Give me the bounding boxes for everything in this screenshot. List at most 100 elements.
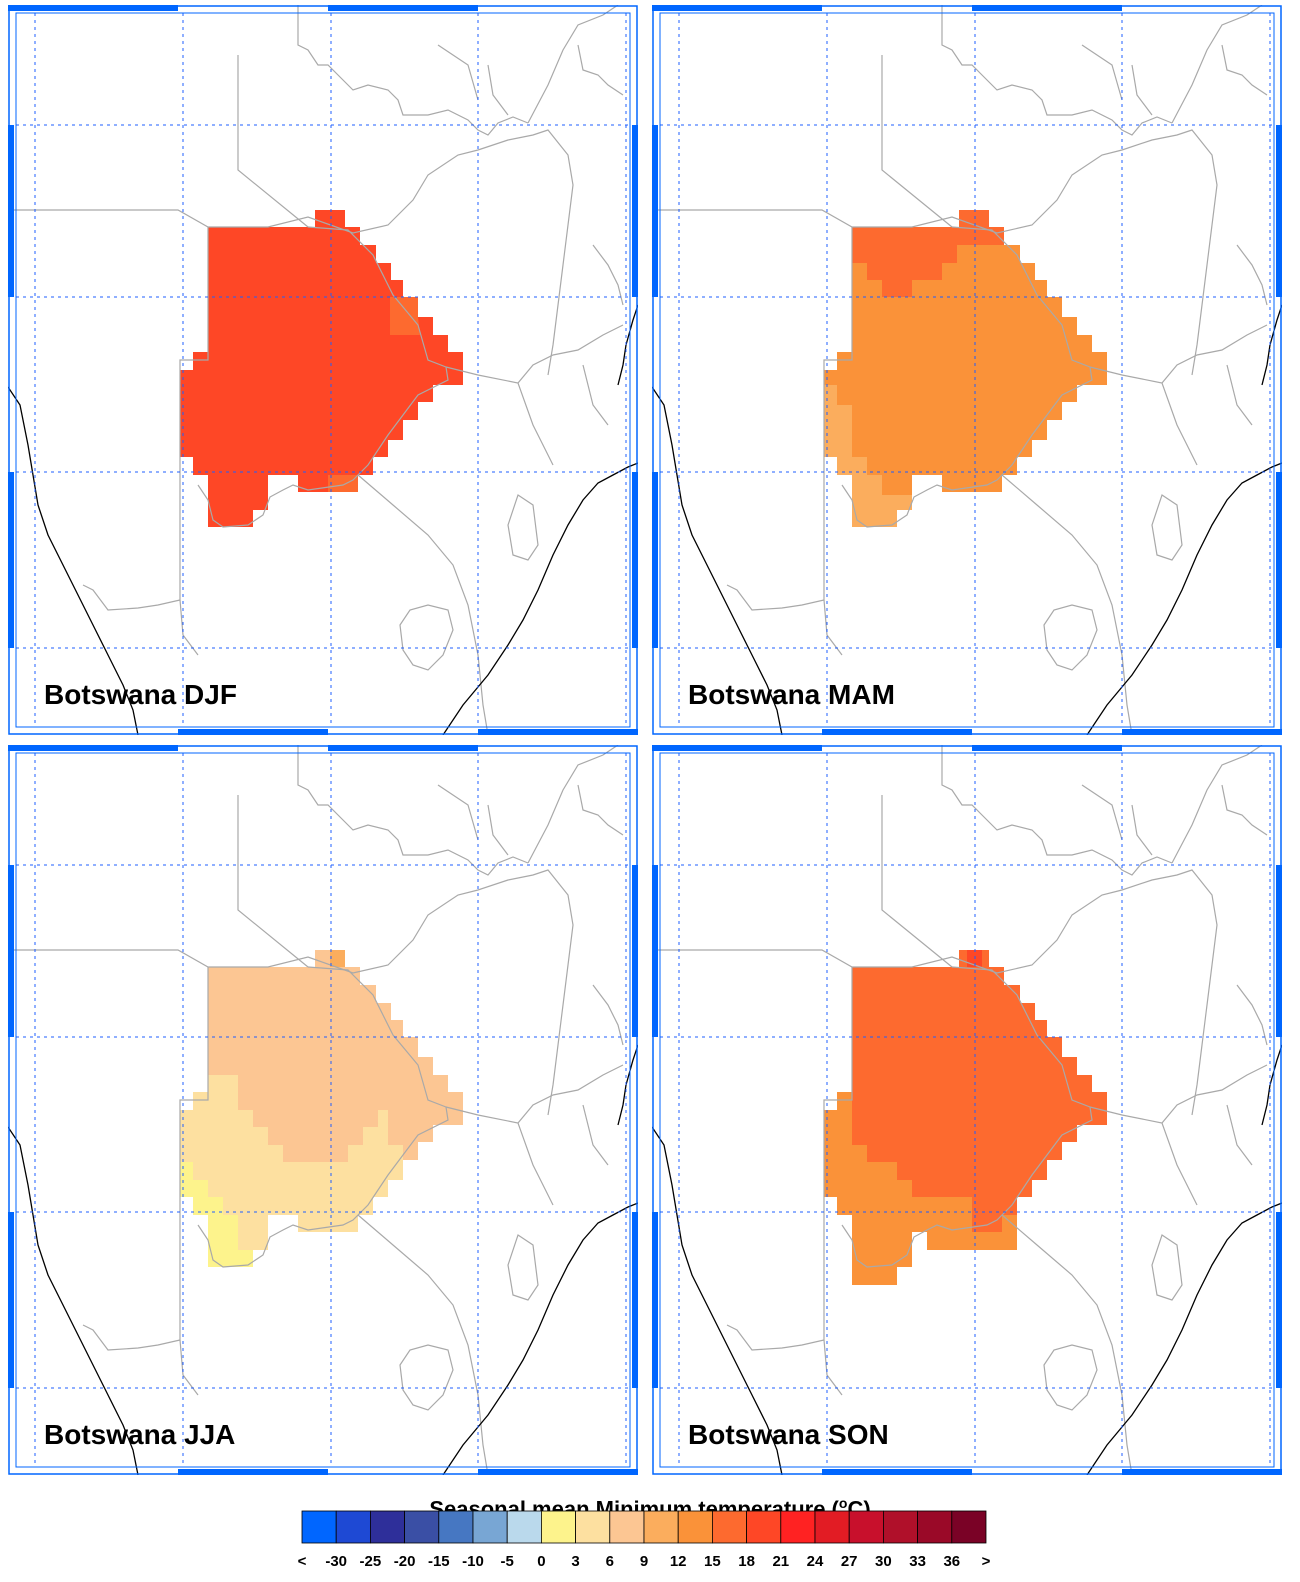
frame-band-bottom [478,729,638,735]
country-border [582,1104,609,1166]
frame-band-top [972,745,1122,751]
legend-tick-label: > [982,1553,991,1570]
country-border [1221,784,1268,836]
legend-tick-label: 21 [772,1553,789,1570]
country-border [1043,604,1098,671]
map-svg [8,5,638,735]
country-border [1151,1234,1183,1301]
frame-band-left [8,125,14,297]
country-border [399,1344,454,1411]
coastline [442,1202,638,1475]
coastline [617,304,638,386]
panel-label: Botswana DJF [44,679,237,710]
temperature-region-north-strip [852,210,1004,297]
country-border [1161,324,1268,384]
frame-band-left [8,865,14,1037]
country-border [652,869,1218,1116]
frame-band-top [328,745,478,751]
country-border [487,804,509,856]
map-panel-djf: Botswana DJF [8,5,654,747]
map-svg [8,745,638,1475]
country-border [445,1106,554,1206]
country-border [1161,1064,1268,1124]
frame-band-right [632,865,638,1037]
country-border [399,604,454,671]
panel-frame-inner [15,752,631,1468]
temperature-region-north-spot [330,950,345,967]
country-border [941,5,1173,136]
legend-tick-label: 30 [875,1553,892,1570]
frame-band-top [652,5,822,11]
country-border [527,5,619,124]
coastline [8,1126,139,1475]
coastline [652,386,783,735]
country-border [1081,784,1123,841]
country-border [881,795,953,968]
frame-band-right [1276,472,1282,648]
country-border [577,784,624,836]
country-border [1043,1344,1098,1411]
panel-label: Botswana JJA [44,1419,236,1450]
country-border [1131,804,1153,856]
country-border [237,795,309,968]
legend-title-unit: C) [847,1496,871,1522]
country-border [1226,364,1253,426]
panel-label: Botswana MAM [688,679,895,710]
legend-tick-label: -25 [360,1553,382,1570]
map-panel-mam: Botswana MAM [652,5,1298,747]
country-border [517,1064,624,1124]
frame-band-left [652,1212,658,1388]
country-border [437,784,479,841]
legend-tick-label: -30 [325,1553,347,1570]
country-border [357,474,489,735]
country-border [1151,494,1183,561]
legend-title: Seasonal mean Minimum temperature (oC) [0,1495,1300,1522]
legend-tick-label: 6 [606,1553,614,1570]
panel-frame-inner [659,752,1275,1468]
country-border [1171,5,1263,124]
frame-band-bottom [1122,1469,1282,1475]
frame-band-top [652,745,822,751]
frame-band-left [8,472,14,648]
panel-frame-inner [15,12,631,728]
temperature-region-east-notch [390,297,420,335]
country-border [517,324,624,384]
country-border [237,55,309,228]
legend-tick-label: -5 [501,1553,514,1570]
frame-band-left [652,125,658,297]
panel-frame-inner [659,12,1275,728]
country-border [1081,44,1123,101]
frame-band-bottom [1122,729,1282,735]
country-border [726,967,853,1351]
frame-band-right [1276,125,1282,297]
country-border [1221,44,1268,96]
legend-tick-label: 0 [537,1553,545,1570]
country-border [1001,474,1133,735]
map-svg [652,745,1282,1475]
legend-tick-label: -15 [428,1553,450,1570]
legend-tick-label: 9 [640,1553,648,1570]
country-border [297,5,529,136]
legend-tick-label: 15 [704,1553,721,1570]
frame-band-top [328,5,478,11]
panel-label: Botswana SON [688,1419,889,1450]
country-border [437,44,479,101]
country-border [1001,1214,1133,1475]
country-border [8,869,574,1116]
frame-band-right [1276,865,1282,1037]
country-border [1131,64,1153,116]
country-border [592,244,624,306]
frame-band-left [652,865,658,1037]
legend-tick-label: 33 [909,1553,926,1570]
temperature-region-west-south [824,1092,1017,1285]
coastline [8,386,139,735]
country-border [1226,1104,1253,1166]
country-border [487,64,509,116]
coastline [442,462,638,735]
country-border [507,494,539,561]
frame-band-right [632,1212,638,1388]
frame-band-right [632,472,638,648]
country-border [527,745,619,864]
legend-tick-label: 18 [738,1553,755,1570]
country-border [941,745,1173,876]
